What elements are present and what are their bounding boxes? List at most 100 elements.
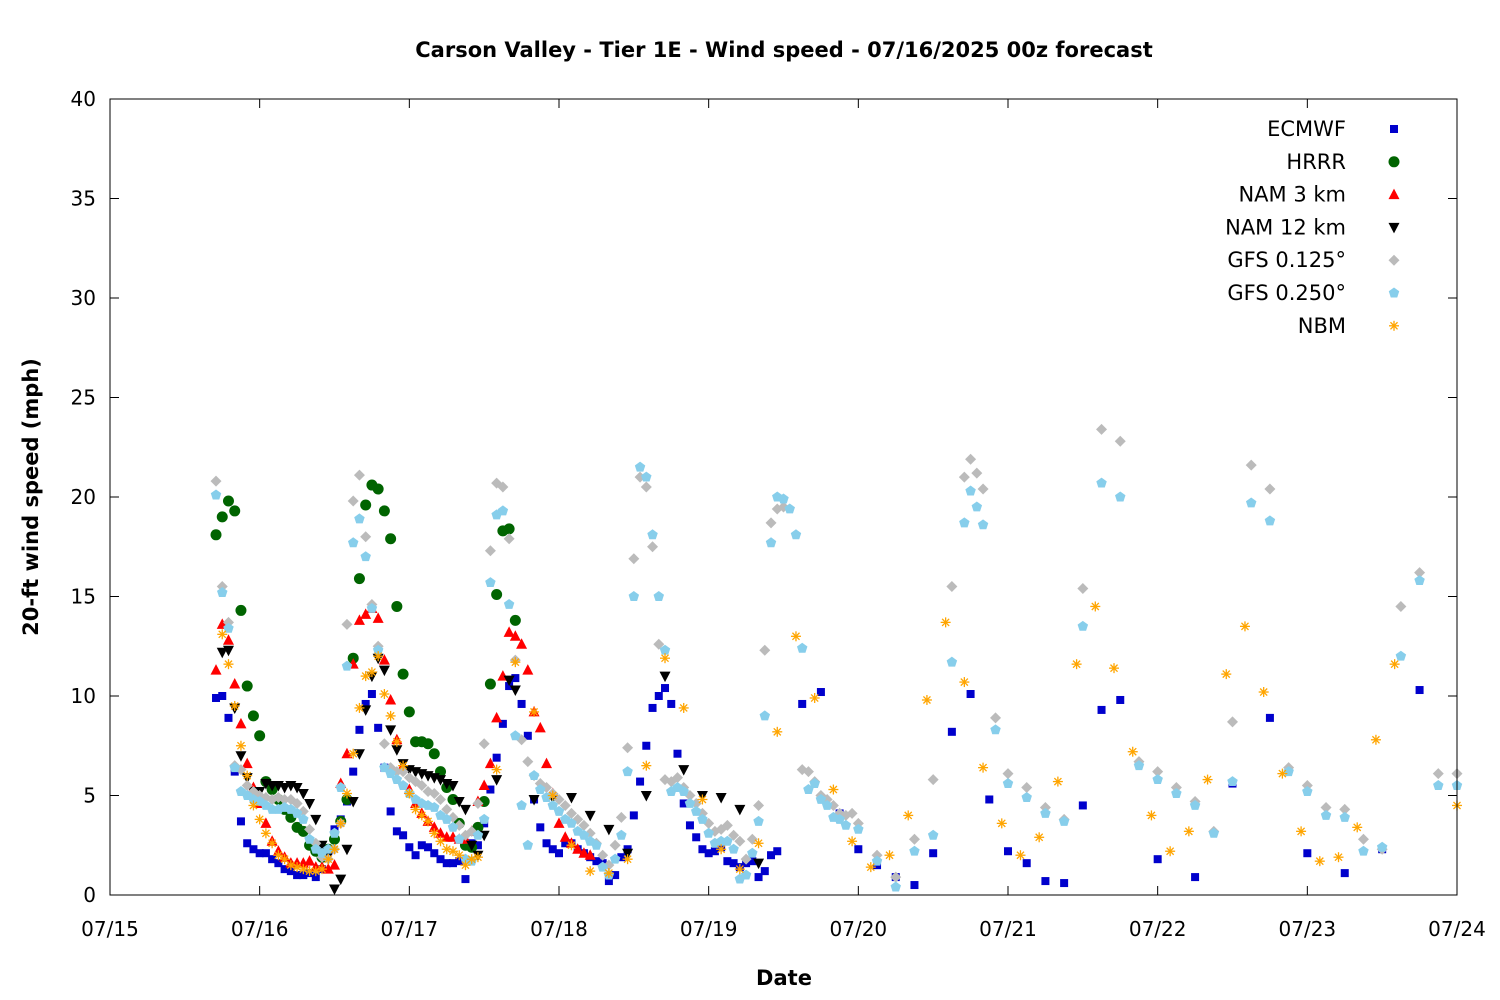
data-point xyxy=(399,831,408,840)
data-point xyxy=(1052,776,1063,787)
data-point xyxy=(354,702,365,713)
data-point xyxy=(536,823,545,832)
data-point xyxy=(1339,803,1351,815)
data-point xyxy=(1339,811,1350,822)
data-point xyxy=(491,775,503,786)
data-point xyxy=(591,839,602,850)
data-point xyxy=(385,533,397,545)
data-point xyxy=(491,589,503,601)
data-point xyxy=(329,844,340,855)
data-point xyxy=(710,847,719,856)
data-point xyxy=(216,511,228,523)
data-point xyxy=(485,577,496,588)
data-point xyxy=(486,785,495,794)
data-point xyxy=(436,855,445,864)
data-point xyxy=(547,790,558,801)
data-point xyxy=(597,861,608,872)
data-point xyxy=(790,529,802,540)
data-point xyxy=(547,799,558,810)
data-point xyxy=(1245,497,1257,508)
data-point xyxy=(716,844,727,855)
data-point xyxy=(236,817,245,826)
data-point xyxy=(372,612,384,623)
data-point xyxy=(1071,659,1082,670)
data-point xyxy=(454,850,465,861)
data-point xyxy=(685,821,694,830)
data-point xyxy=(378,654,390,665)
data-point xyxy=(653,591,665,601)
legend-label: NBM xyxy=(1298,314,1346,338)
data-point xyxy=(958,471,970,483)
data-point xyxy=(304,855,316,866)
data-point xyxy=(636,777,645,786)
data-point xyxy=(428,748,440,760)
data-point xyxy=(734,804,746,816)
data-point xyxy=(684,797,696,808)
data-point xyxy=(293,871,302,880)
data-point xyxy=(242,770,253,781)
data-point xyxy=(1245,459,1257,471)
data-point xyxy=(584,849,596,860)
data-point xyxy=(678,786,689,796)
data-point xyxy=(572,843,584,854)
data-point xyxy=(254,814,265,825)
data-point xyxy=(884,850,895,861)
data-point xyxy=(541,791,552,802)
data-point xyxy=(473,841,482,850)
data-point xyxy=(229,762,240,773)
data-point xyxy=(728,843,739,854)
data-point xyxy=(286,867,295,876)
data-point xyxy=(509,630,521,641)
data-point xyxy=(304,823,316,835)
x-tick-label: 07/17 xyxy=(381,917,439,941)
data-point xyxy=(459,804,471,816)
data-point xyxy=(429,801,440,812)
data-point xyxy=(679,799,688,808)
data-point xyxy=(615,811,627,823)
series-3 xyxy=(216,645,765,896)
data-point xyxy=(790,631,801,642)
data-point xyxy=(1165,846,1176,857)
data-point xyxy=(1152,774,1163,785)
data-point xyxy=(996,818,1007,829)
data-point xyxy=(322,863,334,874)
data-point xyxy=(578,819,590,831)
data-point xyxy=(229,505,241,517)
data-point xyxy=(435,775,447,786)
data-point xyxy=(853,823,864,834)
data-point xyxy=(241,680,253,692)
data-point xyxy=(927,829,939,840)
data-point xyxy=(249,845,258,854)
data-point xyxy=(559,799,571,811)
data-point xyxy=(659,671,671,683)
data-point xyxy=(1191,873,1200,882)
data-point xyxy=(441,813,452,824)
data-point xyxy=(616,829,627,840)
legend-marker xyxy=(1390,125,1398,133)
data-point xyxy=(784,503,795,514)
data-point xyxy=(921,694,932,705)
data-point xyxy=(1040,807,1051,818)
data-point xyxy=(754,873,763,882)
data-point xyxy=(1041,877,1050,886)
data-point xyxy=(692,833,701,842)
data-point xyxy=(634,461,646,472)
data-point xyxy=(667,699,676,708)
data-point xyxy=(310,814,322,826)
data-point xyxy=(647,541,659,553)
data-point xyxy=(753,815,764,826)
legend: ECMWF HRRR NAM 3 km NAM 12 km GFS 0.125° GFS … xyxy=(1225,117,1400,338)
data-point xyxy=(210,475,222,487)
data-point xyxy=(798,699,807,708)
data-point xyxy=(1109,663,1120,674)
data-point xyxy=(1376,841,1388,852)
data-point xyxy=(1296,826,1307,837)
data-point xyxy=(628,553,640,565)
series-6 xyxy=(217,601,1462,879)
data-point xyxy=(759,710,771,721)
data-point xyxy=(510,657,521,668)
data-point xyxy=(748,857,757,866)
data-point xyxy=(565,792,577,804)
data-point xyxy=(802,766,814,778)
data-point xyxy=(529,706,540,717)
